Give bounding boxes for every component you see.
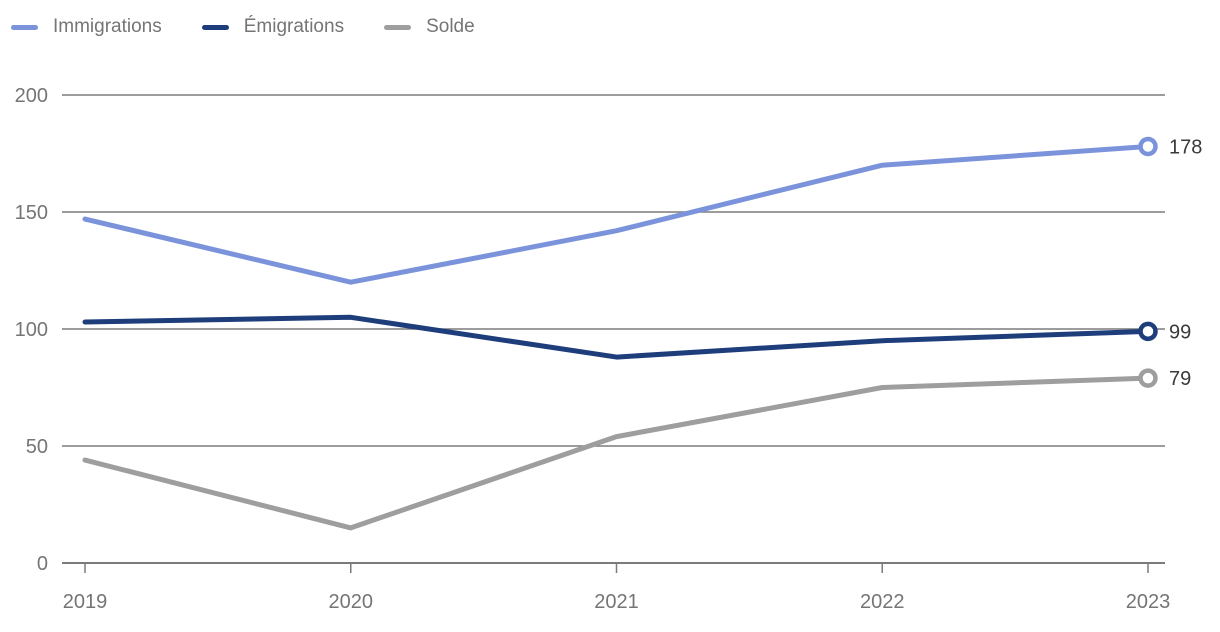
legend-item-solde[interactable]: Solde bbox=[384, 13, 475, 41]
end-marker-emigrations bbox=[1138, 321, 1158, 342]
legend-label-emigrations: Émigrations bbox=[243, 16, 345, 37]
emigrations-swatch-icon bbox=[201, 24, 229, 30]
legend-item-immigrations[interactable]: Immigrations bbox=[11, 13, 162, 41]
x-tick-label: 2022 bbox=[860, 591, 905, 613]
x-tick-label: 2023 bbox=[1126, 591, 1171, 613]
end-marker-immigrations bbox=[1138, 136, 1158, 157]
y-tick-label: 150 bbox=[15, 202, 48, 224]
solde-swatch-icon bbox=[384, 24, 412, 30]
x-tick-label: 2021 bbox=[594, 591, 639, 613]
end-value-label-solde: 79 bbox=[1169, 368, 1191, 390]
series-line-immigrations bbox=[82, 143, 1151, 285]
legend-label-immigrations: Immigrations bbox=[53, 16, 162, 37]
chart-legend: Immigrations Émigrations Solde bbox=[11, 13, 475, 41]
y-tick-label: 0 bbox=[37, 553, 48, 575]
x-tick-label: 2019 bbox=[63, 591, 108, 613]
y-tick-label: 100 bbox=[15, 319, 48, 341]
x-tick-label: 2020 bbox=[329, 591, 374, 613]
legend-label-solde: Solde bbox=[426, 16, 475, 37]
immigrations-swatch-icon bbox=[11, 24, 38, 30]
series-line-solde bbox=[82, 375, 1151, 531]
end-marker-solde bbox=[1138, 368, 1158, 388]
legend-item-emigrations[interactable]: Émigrations bbox=[201, 13, 345, 41]
end-value-label-emigrations: 99 bbox=[1169, 321, 1191, 343]
y-tick-label: 50 bbox=[26, 436, 48, 458]
y-tick-label: 200 bbox=[15, 85, 48, 107]
end-value-label-immigrations: 178 bbox=[1169, 136, 1202, 158]
series-line-emigrations bbox=[82, 314, 1151, 360]
